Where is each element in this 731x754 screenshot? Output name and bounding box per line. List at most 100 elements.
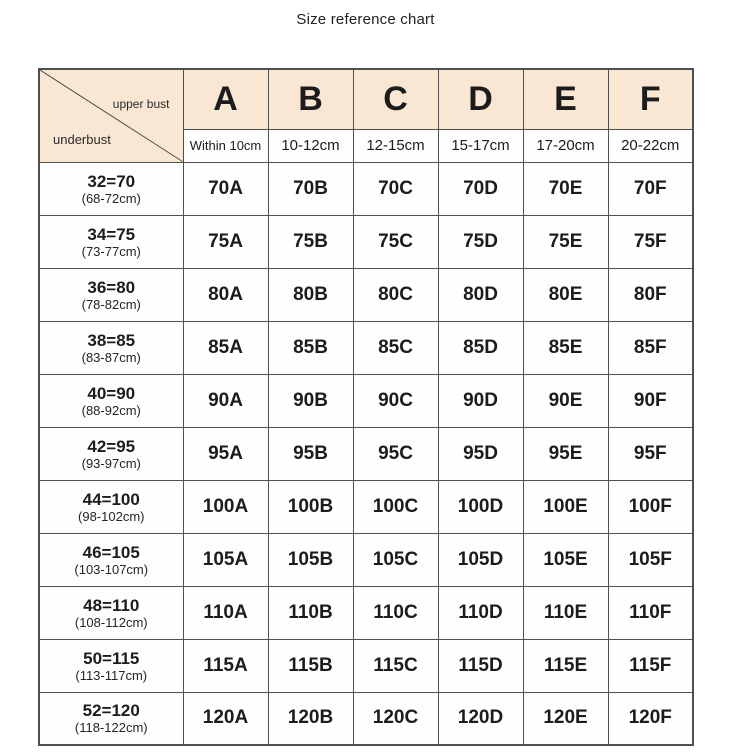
row-size-label: 52=120 (82, 701, 140, 721)
cup-header-f: F (607, 68, 694, 130)
cup-header-a: A (182, 68, 269, 130)
size-cell-75c: 75C (352, 214, 439, 269)
size-cell-70d: 70D (437, 161, 524, 216)
row-size-label: 48=110 (83, 595, 140, 615)
table-row: 48=110 (108-112cm) 110A 110B 110C 110D 110E 110… (38, 585, 694, 640)
row-cm-range: (108-112cm) (74, 614, 148, 630)
size-cell-90b: 90B (267, 373, 354, 428)
size-cell-110c: 110C (352, 585, 439, 640)
size-cell-115f: 115F (607, 638, 694, 693)
row-cm-range: (83-87cm) (81, 349, 141, 365)
row-header-cell: 44=100 (98-102cm) (38, 479, 184, 534)
size-cell-120d: 120D (437, 691, 524, 746)
size-cell-70c: 70C (352, 161, 439, 216)
size-cell-110a: 110A (182, 585, 269, 640)
cup-header-d: D (437, 68, 524, 130)
table-row: 42=95 (93-97cm) 95A 95B 95C 95D 95E 95F (38, 426, 694, 481)
size-cell-85e: 85E (522, 320, 609, 375)
row-cm-range: (98-102cm) (78, 508, 145, 524)
size-cell-100a: 100A (182, 479, 269, 534)
row-cm-range: (88-92cm) (81, 402, 141, 418)
size-cell-110e: 110E (522, 585, 609, 640)
diff-header-e: 17-20cm (522, 128, 609, 163)
size-cell-115a: 115A (182, 638, 269, 693)
table-row: 40=90 (88-92cm) 90A 90B 90C 90D 90E 90F (38, 373, 694, 428)
upper-bust-label: upper bust (112, 97, 170, 111)
row-size-label: 36=80 (87, 277, 136, 297)
size-cell-110f: 110F (607, 585, 694, 640)
cup-header-c: C (352, 68, 439, 130)
row-header-cell: 52=120 (118-122cm) (38, 691, 184, 746)
row-size-label: 38=85 (87, 330, 136, 350)
row-header-cell: 50=115 (113-117cm) (38, 638, 184, 693)
size-cell-115d: 115D (437, 638, 524, 693)
row-cm-range: (78-82cm) (81, 296, 141, 312)
size-cell-95a: 95A (182, 426, 269, 481)
row-header-cell: 32=70 (68-72cm) (38, 161, 184, 216)
size-cell-85d: 85D (437, 320, 524, 375)
size-cell-105e: 105E (522, 532, 609, 587)
size-cell-100b: 100B (267, 479, 354, 534)
row-header-cell: 42=95 (93-97cm) (38, 426, 184, 481)
row-size-label: 42=95 (87, 436, 136, 456)
size-cell-95c: 95C (352, 426, 439, 481)
row-cm-range: (118-122cm) (74, 720, 148, 736)
bust-diff-row: Within 10cm 10-12cm 12-15cm 15-17cm 17-20cm 2… (39, 128, 694, 163)
diff-header-a: Within 10cm (182, 128, 269, 163)
size-cell-70b: 70B (267, 161, 354, 216)
size-cell-90a: 90A (182, 373, 269, 428)
cup-header-e: E (522, 68, 609, 130)
table-body: 32=70 (68-72cm) 70A 70B 70C 70D 70E 70F 34=75 (73… (38, 161, 694, 746)
row-size-label: 44=100 (82, 489, 140, 509)
row-cm-range: (68-72cm) (81, 190, 141, 206)
row-size-label: 46=105 (82, 542, 140, 562)
size-cell-105a: 105A (182, 532, 269, 587)
size-cell-75d: 75D (437, 214, 524, 269)
row-header-cell: 40=90 (88-92cm) (38, 373, 184, 428)
size-cell-80e: 80E (522, 267, 609, 322)
table-row: 52=120 (118-122cm) 120A 120B 120C 120D 120E 120… (38, 691, 694, 746)
size-cell-80b: 80B (267, 267, 354, 322)
size-cell-70e: 70E (522, 161, 609, 216)
size-cell-85b: 85B (267, 320, 354, 375)
cup-header-b: B (267, 68, 354, 130)
row-header-cell: 38=85 (83-87cm) (38, 320, 184, 375)
size-cell-105b: 105B (267, 532, 354, 587)
size-cell-80d: 80D (437, 267, 524, 322)
row-size-label: 40=90 (87, 383, 136, 403)
underbust-label: underbust (53, 131, 111, 147)
size-cell-90c: 90C (352, 373, 439, 428)
size-cell-105f: 105F (607, 532, 694, 587)
table-row: 46=105 (103-107cm) 105A 105B 105C 105D 105E 105… (38, 532, 694, 587)
size-cell-105c: 105C (352, 532, 439, 587)
row-header-cell: 46=105 (103-107cm) (38, 532, 184, 587)
diff-header-b: 10-12cm (267, 128, 354, 163)
corner-header-cell: upper bust underbust (38, 68, 184, 163)
diagonal-divider-line (40, 70, 183, 162)
size-cell-95f: 95F (607, 426, 694, 481)
size-cell-80a: 80A (182, 267, 269, 322)
size-cell-120e: 120E (522, 691, 609, 746)
row-size-label: 50=115 (83, 648, 140, 668)
size-cell-100f: 100F (607, 479, 694, 534)
row-cm-range: (113-117cm) (75, 667, 148, 683)
size-cell-95b: 95B (267, 426, 354, 481)
size-cell-95d: 95D (437, 426, 524, 481)
size-cell-85a: 85A (182, 320, 269, 375)
size-cell-110d: 110D (437, 585, 524, 640)
row-cm-range: (103-107cm) (74, 561, 149, 577)
diff-header-d: 15-17cm (437, 128, 524, 163)
table-row: 32=70 (68-72cm) 70A 70B 70C 70D 70E 70F (38, 161, 694, 216)
table-row: 50=115 (113-117cm) 115A 115B 115C 115D 115E 115… (38, 638, 694, 693)
row-size-label: 32=70 (87, 171, 136, 191)
row-cm-range: (93-97cm) (81, 455, 141, 471)
size-cell-95e: 95E (522, 426, 609, 481)
size-cell-100c: 100C (352, 479, 439, 534)
size-cell-75e: 75E (522, 214, 609, 269)
size-cell-70f: 70F (607, 161, 694, 216)
size-cell-90f: 90F (607, 373, 694, 428)
size-cell-90e: 90E (522, 373, 609, 428)
size-cell-85f: 85F (607, 320, 694, 375)
